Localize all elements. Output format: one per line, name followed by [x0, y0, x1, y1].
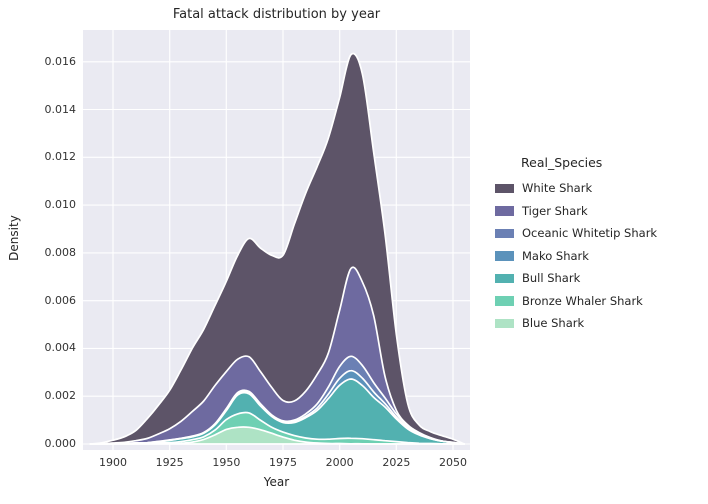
- y-axis-label: Density: [7, 215, 21, 261]
- legend-item-label: Oceanic Whitetip Shark: [522, 226, 658, 241]
- legend-item: Blue Shark: [488, 312, 657, 335]
- x-tick-label: 2050: [439, 456, 467, 469]
- y-tick-label: 0.000: [44, 437, 77, 450]
- legend-item-label: White Shark: [522, 181, 593, 196]
- legend-item: Tiger Shark: [488, 200, 657, 223]
- x-tick-label: 1925: [155, 456, 184, 469]
- legend-swatch-tiger-shark: [495, 206, 514, 216]
- legend-swatch-blue-shark: [495, 318, 514, 328]
- legend-swatch-mako-shark: [495, 251, 514, 261]
- legend: Real_Species White Shark Tiger Shark Ocean…: [488, 155, 657, 335]
- x-tick-label: 2025: [382, 456, 411, 469]
- y-tick-label: 0.006: [44, 293, 77, 307]
- legend-item: Bull Shark: [488, 267, 657, 290]
- legend-item: Oceanic Whitetip Shark: [488, 222, 657, 245]
- legend-item: Bronze Whaler Shark: [488, 290, 657, 313]
- legend-swatch-bronze-whaler-shark: [495, 296, 514, 306]
- legend-item: Mako Shark: [488, 245, 657, 268]
- x-axis-label: Year: [263, 475, 290, 489]
- legend-item-label: Mako Shark: [522, 248, 589, 263]
- legend-item: White Shark: [488, 177, 657, 200]
- y-tick-label: 0.008: [44, 245, 77, 259]
- legend-item-label: Blue Shark: [522, 316, 585, 331]
- x-tick-label: 2000: [325, 456, 354, 469]
- x-tick-label: 1950: [212, 456, 241, 469]
- x-tick-label: 1900: [99, 456, 127, 469]
- y-tick-label: 0.014: [44, 102, 77, 116]
- legend-item-label: Bronze Whaler Shark: [522, 293, 643, 308]
- legend-swatch-bull-shark: [495, 273, 514, 283]
- y-tick-label: 0.016: [44, 54, 77, 68]
- density-boundary-tiger-shark: [89, 266, 466, 445]
- legend-title: Real_Species: [521, 155, 603, 170]
- y-tick-label: 0.002: [44, 389, 77, 403]
- y-tick-label: 0.010: [44, 198, 77, 212]
- legend-swatch-oceanic-whitetip-shark: [495, 228, 514, 238]
- x-tick-label: 1975: [269, 456, 297, 469]
- y-tick-label: 0.012: [44, 150, 77, 164]
- y-tick-label: 0.004: [44, 341, 77, 355]
- chart-title: Fatal attack distribution by year: [172, 7, 381, 22]
- legend-item-label: Bull Shark: [522, 271, 581, 286]
- legend-item-label: Tiger Shark: [522, 203, 588, 218]
- legend-items: White Shark Tiger Shark Oceanic Whitetip S…: [488, 177, 657, 335]
- density-boundary-white-shark: [89, 52, 466, 445]
- density-boundary-oceanic-whitetip-shark: [89, 355, 466, 445]
- legend-swatch-white-shark: [495, 183, 514, 193]
